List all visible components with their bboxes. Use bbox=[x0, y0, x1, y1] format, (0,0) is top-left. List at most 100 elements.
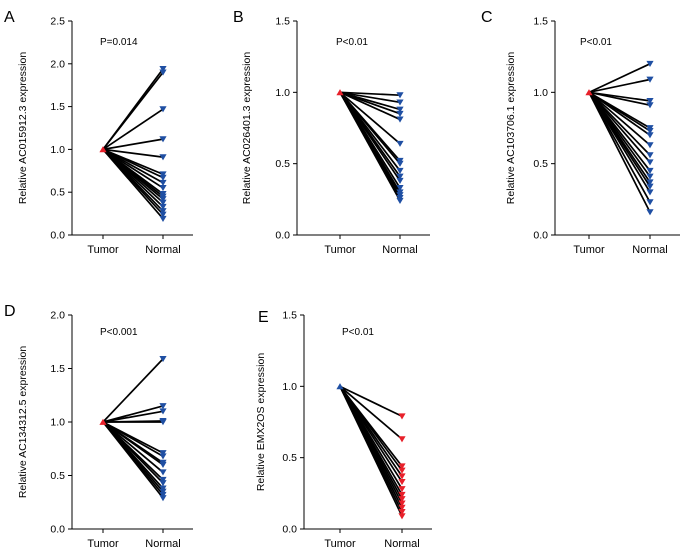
pair-line bbox=[339, 91, 401, 115]
panel-letter: C bbox=[481, 9, 493, 26]
tumor-point bbox=[336, 383, 344, 390]
y-tick-label: 1.0 bbox=[275, 87, 290, 99]
normal-point bbox=[398, 500, 406, 507]
panel-d: D 0.0 0.5 1.0 1.5 2.0 Tumor Normal Relative AC13… bbox=[4, 303, 193, 550]
normal-point bbox=[398, 479, 406, 486]
x-category-normal: Normal bbox=[145, 244, 180, 256]
pair-line bbox=[102, 421, 164, 473]
normal-point bbox=[396, 92, 404, 99]
pair-line bbox=[339, 91, 401, 145]
normal-point bbox=[396, 99, 404, 106]
normal-point bbox=[646, 98, 654, 105]
normal-point bbox=[646, 159, 654, 166]
y-tick-label: 1.5 bbox=[275, 16, 290, 28]
normal-point bbox=[646, 127, 654, 135]
y-tick-label: 1.0 bbox=[282, 381, 297, 393]
pair-line bbox=[588, 63, 651, 94]
panel-e: E 0.0 0.5 1.0 1.5 Tumor Normal Relative EMX2OS … bbox=[255, 309, 432, 550]
normal-point bbox=[159, 154, 167, 161]
normal-point bbox=[159, 69, 167, 76]
panel-letter: B bbox=[233, 9, 244, 26]
normal-point bbox=[646, 189, 654, 196]
normal-point bbox=[398, 509, 406, 516]
y-tick-label: 0.0 bbox=[282, 524, 297, 536]
panel-letter: A bbox=[4, 9, 15, 26]
pair-line bbox=[588, 91, 651, 163]
panel-b: B 0.0 0.5 1.0 1.5 Tumor Normal Relative AC02640… bbox=[233, 9, 430, 256]
tumor-point bbox=[99, 418, 107, 425]
normal-point bbox=[159, 174, 167, 181]
normal-point bbox=[159, 491, 167, 498]
normal-point bbox=[159, 450, 167, 457]
y-tick-label: 0.0 bbox=[50, 230, 65, 242]
p-value: P<0.01 bbox=[342, 327, 374, 338]
y-tick-label: 1.0 bbox=[533, 87, 548, 99]
p-value: P<0.01 bbox=[336, 37, 368, 48]
normal-point bbox=[159, 355, 167, 363]
normal-point bbox=[159, 408, 167, 415]
normal-point bbox=[398, 513, 406, 520]
pair-line bbox=[588, 91, 651, 107]
pair-line bbox=[102, 405, 164, 423]
normal-point bbox=[159, 136, 167, 143]
pair-line bbox=[339, 91, 401, 104]
normal-point bbox=[396, 160, 404, 167]
y-tick-label: 1.0 bbox=[50, 417, 65, 429]
x-category-tumor: Tumor bbox=[324, 244, 356, 256]
panel-letter: E bbox=[258, 309, 269, 326]
normal-point bbox=[159, 488, 167, 495]
pair-line bbox=[102, 421, 164, 466]
normal-point bbox=[159, 476, 167, 484]
y-tick-label: 0.0 bbox=[50, 524, 65, 536]
pair-line bbox=[339, 385, 403, 418]
y-tick-label: 2.5 bbox=[50, 16, 65, 28]
normal-point bbox=[646, 60, 654, 68]
pair-line bbox=[102, 108, 164, 151]
pair-line bbox=[102, 421, 164, 499]
y-tick-label: 1.5 bbox=[533, 16, 548, 28]
y-tick-label: 1.5 bbox=[282, 310, 297, 322]
normal-point bbox=[159, 403, 167, 410]
y-tick-label: 1.0 bbox=[50, 144, 65, 156]
y-tick-label: 0.5 bbox=[50, 187, 65, 199]
normal-point bbox=[646, 132, 654, 139]
normal-point bbox=[646, 152, 654, 159]
normal-point bbox=[398, 486, 406, 493]
pair-line bbox=[588, 91, 651, 146]
normal-point bbox=[159, 453, 167, 460]
normal-point bbox=[159, 179, 167, 187]
normal-point bbox=[159, 203, 167, 210]
y-tick-label: 0.5 bbox=[50, 470, 65, 482]
normal-point bbox=[398, 413, 406, 420]
normal-point bbox=[646, 173, 654, 180]
pair-line bbox=[102, 421, 164, 457]
normal-point bbox=[159, 215, 167, 222]
normal-point bbox=[159, 208, 167, 215]
p-value: P<0.01 bbox=[580, 37, 612, 48]
normal-point bbox=[396, 197, 404, 204]
normal-point bbox=[396, 140, 404, 147]
normal-point bbox=[646, 199, 654, 206]
panel-c: C 0.0 0.5 1.0 1.5 Tumor Normal Relative AC10370… bbox=[481, 9, 680, 256]
x-category-normal: Normal bbox=[384, 538, 419, 550]
x-category-normal: Normal bbox=[632, 244, 667, 256]
normal-point bbox=[159, 211, 167, 218]
normal-point bbox=[398, 463, 406, 470]
normal-point bbox=[159, 480, 167, 487]
pair-line bbox=[102, 148, 164, 158]
tumor-point bbox=[585, 89, 593, 96]
p-value: P<0.001 bbox=[100, 327, 138, 338]
y-tick-label: 0.0 bbox=[275, 230, 290, 242]
pair-line bbox=[102, 358, 164, 423]
pair-line bbox=[588, 78, 651, 94]
y-tick-label: 1.5 bbox=[50, 363, 65, 375]
normal-point bbox=[159, 106, 167, 113]
pair-line bbox=[102, 71, 164, 150]
y-axis-label: Relative AC103706.1 expression bbox=[505, 52, 517, 205]
y-tick-label: 2.0 bbox=[50, 58, 65, 70]
y-tick-label: 1.5 bbox=[50, 101, 65, 113]
y-axis-label: Relative AC134312.5 expression bbox=[17, 346, 29, 499]
pair-line bbox=[339, 91, 401, 97]
normal-point bbox=[159, 171, 167, 178]
